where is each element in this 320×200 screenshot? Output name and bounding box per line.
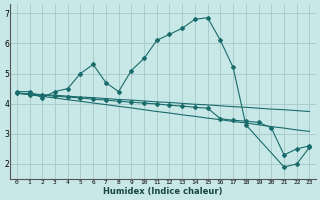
X-axis label: Humidex (Indice chaleur): Humidex (Indice chaleur) [103, 187, 223, 196]
